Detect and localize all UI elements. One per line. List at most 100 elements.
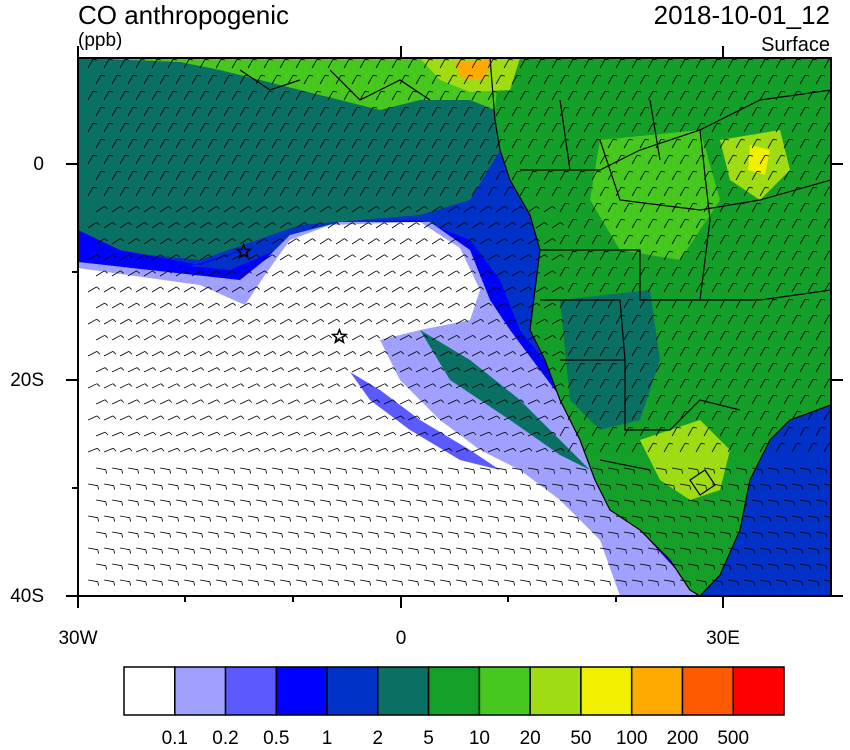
wind-barb-feather (104, 270, 108, 274)
wind-barb-feather (193, 517, 195, 522)
wind-barb (471, 515, 482, 519)
wind-barb (295, 155, 302, 165)
wind-barb-feather (225, 581, 227, 586)
wind-barb-feather (528, 383, 533, 387)
wind-barb-feather (492, 90, 497, 93)
wind-barb-feather (604, 346, 609, 349)
wind-barb (143, 302, 153, 309)
wind-barb-feather (488, 238, 492, 242)
wind-barb-feather (440, 399, 445, 403)
wind-barb-feather (369, 485, 371, 490)
wind-barb-feather (540, 122, 545, 125)
wind-barb-feather (440, 302, 445, 306)
wind-barb-feather (721, 581, 723, 586)
wind-barb (639, 331, 646, 341)
wind-barb (407, 447, 418, 453)
wind-barb (135, 351, 146, 357)
wind-barb (111, 302, 121, 309)
wind-barb-feather (572, 410, 577, 413)
wind-barb-feather (716, 410, 721, 413)
wind-barb (815, 75, 822, 85)
wind-barb-feather (772, 362, 777, 365)
wind-barb (479, 270, 489, 277)
wind-barb (471, 318, 481, 325)
wind-barb-feather (332, 90, 337, 93)
wind-barb (735, 139, 742, 149)
wind-barb-feather (544, 351, 549, 355)
wind-barb-feather (520, 270, 524, 274)
wind-barb-feather (232, 302, 237, 306)
wind-barb-feather (312, 399, 317, 403)
wind-barb (439, 155, 446, 165)
wind-barb (127, 467, 138, 471)
wind-barb (823, 283, 830, 293)
wind-barb-feather (100, 170, 105, 173)
wind-barb-feather (708, 266, 713, 269)
wind-barb (503, 318, 513, 325)
wind-barb (711, 187, 718, 197)
wind-barb-feather (464, 415, 469, 420)
wind-barb-feather (692, 138, 697, 141)
wind-barb (567, 483, 578, 487)
wind-barb (343, 447, 354, 453)
wind-barb-feather (809, 469, 811, 474)
wind-barb (639, 107, 646, 117)
wind-barb-feather (676, 202, 681, 205)
wind-barb (391, 547, 402, 551)
wind-barb-feather (344, 270, 348, 274)
wind-barb (815, 139, 822, 149)
wind-barb-feather (620, 410, 625, 413)
wind-barb (463, 334, 473, 341)
wind-barb (367, 431, 378, 437)
wind-barb-feather (177, 581, 179, 586)
wind-barb (687, 395, 694, 405)
wind-barb (367, 270, 377, 277)
wind-barb-feather (700, 442, 705, 445)
wind-barb-feather (104, 399, 109, 403)
wind-barb (623, 203, 630, 213)
wind-barb (767, 467, 778, 471)
wind-barb-feather (756, 106, 761, 109)
wind-barb-feather (480, 351, 485, 355)
wind-barb-feather (716, 442, 721, 445)
wind-barb (351, 499, 362, 503)
wind-barb (535, 187, 542, 197)
wind-barb-feather (256, 286, 260, 290)
wind-barb-feather (708, 394, 713, 397)
wind-barb-feather (732, 218, 737, 221)
wind-barb-feather (97, 485, 99, 490)
wind-barb (703, 467, 714, 471)
wind-barb-feather (657, 485, 659, 490)
wind-barb (143, 139, 150, 149)
wind-barb-feather (368, 383, 373, 387)
wind-barb-feather (676, 394, 681, 397)
wind-barb (487, 59, 494, 69)
wind-barb (319, 302, 329, 309)
wind-barb-feather (96, 351, 101, 355)
wind-barb (423, 286, 433, 293)
wind-barb-feather (812, 250, 817, 253)
wind-barb-feather (769, 517, 771, 522)
wind-barb-feather (384, 447, 389, 452)
wind-barb-feather (812, 442, 817, 445)
wind-barb-feather (120, 431, 125, 436)
wind-barb-feather (169, 501, 171, 506)
wind-barb (639, 563, 650, 567)
wind-barb-feather (796, 58, 801, 61)
wind-barb-feather (748, 218, 753, 221)
wind-barb (759, 59, 766, 69)
wind-barb (511, 302, 521, 309)
wind-barb-feather (528, 318, 533, 323)
wind-barb (695, 59, 702, 69)
wind-barb (703, 427, 710, 437)
wind-barb-feather (400, 415, 405, 420)
wind-barb-feather (460, 90, 465, 93)
wind-barb-feather (400, 318, 405, 323)
wind-barb-feather (508, 186, 513, 189)
wind-barb-feather (548, 106, 553, 109)
wind-barb-feather (740, 426, 745, 429)
wind-barb (799, 75, 806, 85)
wind-barb (631, 347, 638, 357)
wind-barb-feather (393, 565, 395, 570)
wind-barb (679, 547, 690, 551)
